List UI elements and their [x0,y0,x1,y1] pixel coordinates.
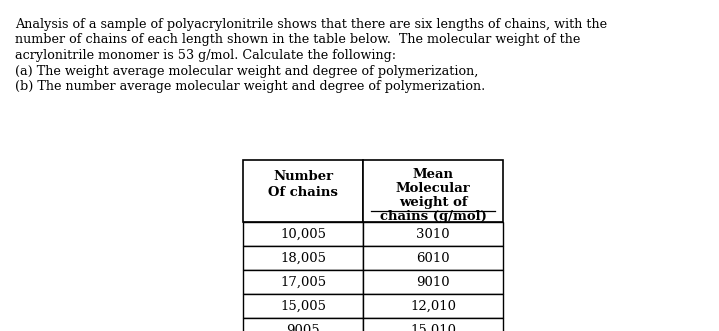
Text: Number: Number [273,170,333,183]
Bar [243,160,363,222]
Text: Analysis of a sample of polyacrylonitrile shows that there are six lengths of ch: Analysis of a sample of polyacrylonitril… [15,18,607,31]
Text: (a) The weight average molecular weight and degree of polymerization,: (a) The weight average molecular weight … [15,65,478,77]
Bar [363,246,503,270]
Bar [243,246,363,270]
Bar [363,294,503,318]
Text: chains (g/mol): chains (g/mol) [380,210,487,223]
Text: weight of: weight of [399,196,467,209]
Text: 15,005: 15,005 [280,300,326,312]
Text: 15,010: 15,010 [410,323,456,331]
Text: 6010: 6010 [416,252,450,264]
Text: 9010: 9010 [416,275,450,289]
Bar [243,270,363,294]
Text: (b) The number average molecular weight and degree of polymerization.: (b) The number average molecular weight … [15,80,485,93]
Bar [363,222,503,246]
Bar [243,222,363,246]
Text: 3010: 3010 [416,227,450,241]
Text: 9005: 9005 [286,323,320,331]
Text: number of chains of each length shown in the table below.  The molecular weight : number of chains of each length shown in… [15,33,580,46]
Bar [243,318,363,331]
Bar [363,270,503,294]
Text: Of chains: Of chains [268,186,338,199]
Text: Molecular: Molecular [395,182,470,195]
Text: 18,005: 18,005 [280,252,326,264]
Bar [243,294,363,318]
Text: acrylonitrile monomer is 53 g/mol. Calculate the following:: acrylonitrile monomer is 53 g/mol. Calcu… [15,49,396,62]
Bar [363,318,503,331]
Text: Mean: Mean [413,168,454,181]
Text: 17,005: 17,005 [280,275,326,289]
Bar [363,160,503,222]
Text: 10,005: 10,005 [280,227,326,241]
Text: 12,010: 12,010 [410,300,456,312]
